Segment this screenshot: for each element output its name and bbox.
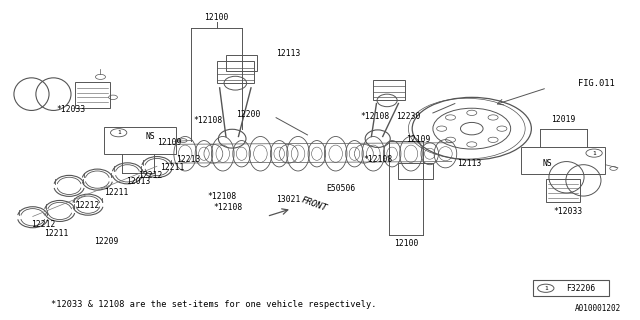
Text: *12108: *12108 <box>193 116 223 125</box>
Text: 12200: 12200 <box>236 110 260 119</box>
Text: *12033: *12033 <box>553 207 582 216</box>
Text: *12108: *12108 <box>213 203 243 212</box>
Text: A010001202: A010001202 <box>575 304 621 314</box>
Text: 1: 1 <box>544 286 548 291</box>
Text: NS: NS <box>542 159 552 168</box>
Bar <box>521 148 605 174</box>
Text: 12113: 12113 <box>457 159 481 168</box>
Text: FIG.011: FIG.011 <box>579 79 615 88</box>
Text: 12211: 12211 <box>44 229 68 238</box>
Text: 12212: 12212 <box>31 220 56 229</box>
Text: 12013: 12013 <box>126 178 150 187</box>
Text: 12109: 12109 <box>157 138 181 147</box>
Text: F32206: F32206 <box>566 284 595 293</box>
Bar <box>226 55 257 71</box>
Text: *12108: *12108 <box>207 192 236 201</box>
Text: 12109: 12109 <box>406 135 430 144</box>
Text: E50506: E50506 <box>326 184 356 193</box>
Text: 1: 1 <box>592 151 596 156</box>
Bar <box>216 61 254 83</box>
Bar <box>76 82 110 108</box>
Text: 12230: 12230 <box>396 112 420 121</box>
Text: 12100: 12100 <box>204 13 228 22</box>
Text: 12019: 12019 <box>551 115 575 124</box>
Text: 12212: 12212 <box>138 171 163 180</box>
Text: 12213: 12213 <box>176 156 200 164</box>
Text: 13021: 13021 <box>276 195 300 204</box>
Text: NS: NS <box>146 132 156 141</box>
Text: 12100: 12100 <box>394 239 418 248</box>
Text: 1: 1 <box>116 130 120 135</box>
Text: *12033: *12033 <box>56 105 86 114</box>
Text: *12033 & 12108 are the set-items for one vehicle respectively.: *12033 & 12108 are the set-items for one… <box>51 300 376 309</box>
Text: *12108: *12108 <box>364 156 393 164</box>
Text: FRONT: FRONT <box>300 195 328 213</box>
Bar <box>398 163 433 179</box>
Bar <box>546 179 580 202</box>
Text: 12113: 12113 <box>276 49 300 58</box>
Text: 12212: 12212 <box>76 201 100 210</box>
Bar <box>373 80 404 100</box>
Text: 12211: 12211 <box>104 188 128 197</box>
Text: *12108: *12108 <box>361 112 390 121</box>
Bar <box>533 280 609 296</box>
Text: 12209: 12209 <box>94 237 118 246</box>
Bar <box>104 127 176 154</box>
Text: 12211: 12211 <box>160 163 184 172</box>
